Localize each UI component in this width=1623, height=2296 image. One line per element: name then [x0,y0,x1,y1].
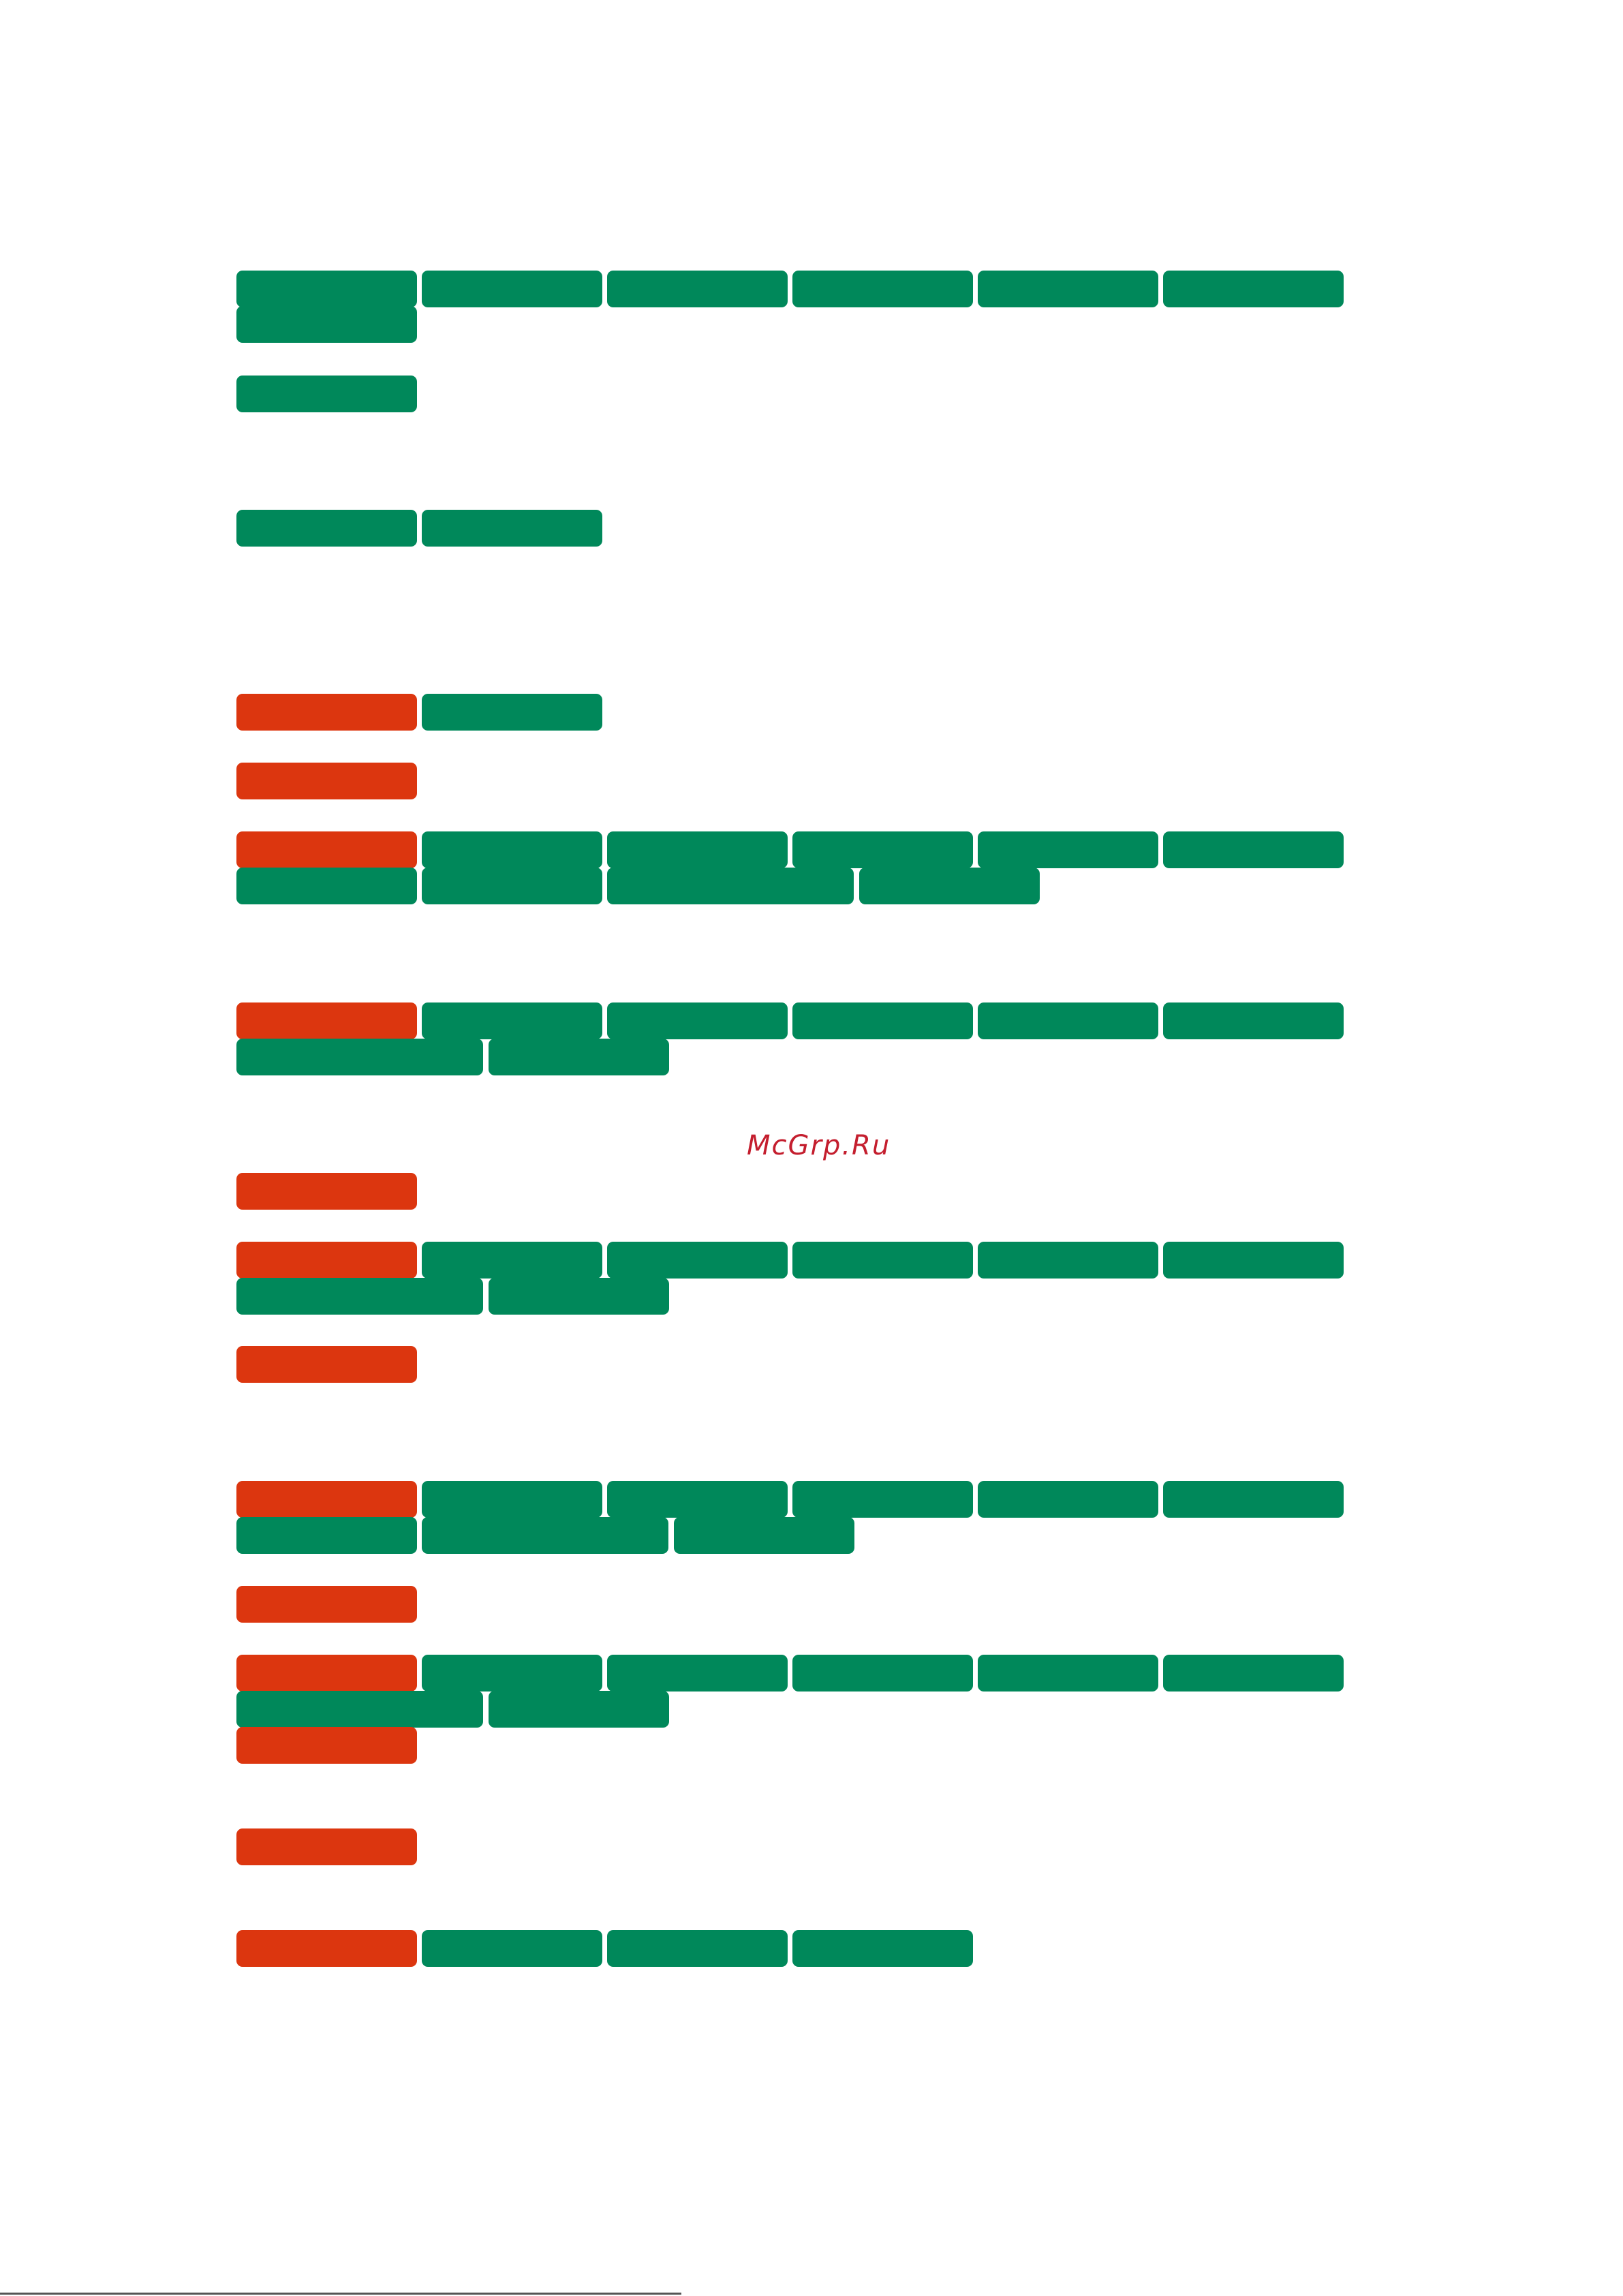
red-text-block [236,1655,417,1692]
green-text-block [607,271,788,307]
red-text-block [236,1242,417,1279]
green-text-block [236,1517,417,1554]
green-text-block [422,868,602,904]
green-text-block [607,1481,788,1518]
green-text-block [792,1655,973,1692]
green-text-block [792,1002,973,1039]
red-text-block [236,1173,417,1210]
green-text-block [236,510,417,547]
green-text-block [1163,1655,1344,1692]
green-text-block [978,1655,1158,1692]
green-text-block [607,1242,788,1279]
green-text-block [978,271,1158,307]
green-text-block [607,1002,788,1039]
green-text-block [1163,1481,1344,1518]
green-text-block [422,831,602,868]
green-text-block [236,1691,483,1728]
green-text-block [489,1691,669,1728]
green-text-block [422,1002,602,1039]
green-text-block [236,376,417,412]
green-text-block [422,271,602,307]
red-text-block [236,1002,417,1039]
green-text-block [236,1278,483,1315]
green-text-block [489,1278,669,1315]
green-text-block [422,694,602,731]
green-text-block [1163,271,1344,307]
green-text-block [978,1481,1158,1518]
green-text-block [607,1655,788,1692]
green-text-block [422,1517,668,1554]
red-text-block [236,1586,417,1623]
green-text-block [674,1517,854,1554]
green-text-block [792,1930,973,1967]
red-text-block [236,1930,417,1967]
green-text-block [792,831,973,868]
footer-rule [0,2293,681,2295]
green-text-block [978,1002,1158,1039]
green-text-block [607,1930,788,1967]
watermark: McGrp.Ru [747,1130,891,1161]
red-text-block [236,1481,417,1518]
green-text-block [422,1481,602,1518]
red-text-block [236,694,417,731]
green-text-block [792,271,973,307]
green-text-block [1163,1002,1344,1039]
green-text-block [236,306,417,343]
green-text-block [236,868,417,904]
green-text-block [422,510,602,547]
green-text-block [607,868,854,904]
red-text-block [236,1346,417,1383]
green-text-block [792,1242,973,1279]
green-text-block [607,831,788,868]
red-text-block [236,763,417,799]
green-text-block [236,1039,483,1075]
red-text-block [236,1727,417,1764]
green-text-block [978,1242,1158,1279]
green-text-block [422,1930,602,1967]
red-text-block [236,1828,417,1865]
green-text-block [978,831,1158,868]
green-text-block [236,271,417,307]
green-text-block [1163,831,1344,868]
green-text-block [422,1242,602,1279]
green-text-block [859,868,1040,904]
green-text-block [422,1655,602,1692]
green-text-block [792,1481,973,1518]
green-text-block [1163,1242,1344,1279]
green-text-block [489,1039,669,1075]
red-text-block [236,831,417,868]
